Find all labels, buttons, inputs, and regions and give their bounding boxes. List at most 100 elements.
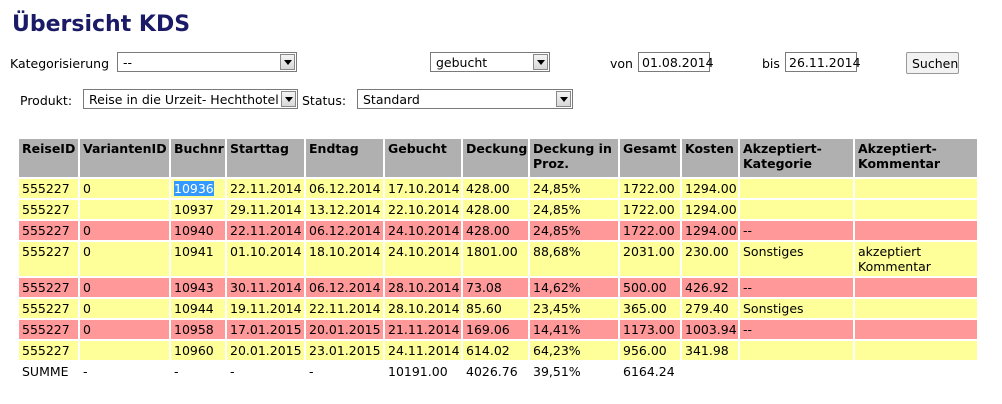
table-cell: akzeptiert Kommentar [853, 240, 979, 278]
column-header: ReiseID [17, 137, 80, 179]
table-cell: -- [738, 219, 855, 242]
table-cell: 0 [78, 318, 171, 341]
search-button[interactable]: Suchen [906, 52, 959, 74]
table-cell: 10958 [169, 318, 227, 341]
table-cell: 1294.00 [680, 219, 740, 242]
total-cell: SUMME [17, 360, 80, 383]
table-cell: 22.11.2014 [225, 219, 306, 242]
column-header: Starttag [225, 137, 306, 179]
table-cell: 10941 [169, 240, 227, 278]
table-cell: 13.12.2014 [304, 198, 385, 221]
column-header: Gesamt [618, 137, 682, 179]
label: Status: [302, 93, 347, 108]
table-cell: 01.10.2014 [225, 240, 306, 278]
selected-text: 10936 [174, 181, 214, 196]
table-cell [853, 219, 979, 242]
table-cell: 1294.00 [680, 198, 740, 221]
table-cell: 20.01.2015 [304, 318, 385, 341]
total-cell [680, 360, 740, 383]
table-cell: 30.11.2014 [225, 276, 306, 299]
table-cell: 23.01.2015 [304, 339, 385, 362]
table-row: 555227 0 10940 22.11.2014 06.12.2014 24.10.20… [17, 219, 979, 242]
table-cell: 0 [78, 219, 171, 242]
total-cell: - [169, 360, 227, 383]
table-cell: 28.10.2014 [383, 297, 463, 320]
table-row: 555227 0 10941 01.10.2014 18.10.2014 24.10.20… [17, 240, 979, 278]
table-cell: 0 [78, 240, 171, 278]
dropdown-value: Standard [363, 92, 420, 107]
table-cell: 22.10.2014 [383, 198, 463, 221]
table-cell: 0 [78, 297, 171, 320]
table-cell: 1801.00 [461, 240, 530, 278]
table-cell: 24,85% [528, 177, 620, 200]
table-cell [853, 198, 979, 221]
table-cell: 10960 [169, 339, 227, 362]
table-cell: 10940 [169, 219, 227, 242]
table-cell [853, 177, 979, 200]
table-cell: 169.06 [461, 318, 530, 341]
table-cell: Sonstiges [738, 240, 855, 278]
table-cell: 06.12.2014 [304, 219, 385, 242]
total-cell: - [225, 360, 306, 383]
table-cell: 28.10.2014 [383, 276, 463, 299]
total-cell: 39,51% [528, 360, 620, 383]
header-row: ReiseID VariantenID Buchnr Starttag Endtag Ge… [17, 137, 979, 179]
results-table: ReiseID VariantenID Buchnr Starttag Endtag Ge… [17, 137, 979, 383]
label: bis [762, 56, 780, 71]
table-cell: 0 [78, 177, 171, 200]
table-cell: 10943 [169, 276, 227, 299]
column-header: Gebucht [383, 137, 463, 179]
table-row: 555227 0 10936 22.11.2014 06.12.2014 17.10.20… [17, 177, 979, 200]
table-cell: 956.00 [618, 339, 682, 362]
table-cell [78, 339, 171, 362]
date-input[interactable]: 26.11.2014 [785, 52, 861, 72]
dropdown[interactable]: -- [117, 52, 297, 72]
table-cell: 29.11.2014 [225, 198, 306, 221]
table-cell: 14,62% [528, 276, 620, 299]
table-cell [738, 198, 855, 221]
table-cell [738, 339, 855, 362]
table-cell [738, 177, 855, 200]
date-input[interactable]: 01.08.2014 [638, 52, 714, 72]
label: von [610, 56, 633, 71]
table-cell: 1173.00 [618, 318, 682, 341]
table-cell: 10936 [169, 177, 227, 200]
table-cell: 22.11.2014 [225, 177, 306, 200]
table-row: 555227 0 10944 19.11.2014 22.11.2014 28.10.20… [17, 297, 979, 320]
table-cell: 555227 [17, 276, 80, 299]
dropdown-value: Reise in die Urzeit- Hechthotel [89, 92, 279, 107]
table-cell: 365.00 [618, 297, 682, 320]
label: Kategorisierung [10, 56, 110, 71]
dropdown-arrow [556, 91, 571, 107]
total-cell: - [304, 360, 385, 383]
dropdown[interactable]: gebucht [430, 52, 550, 72]
total-cell [853, 360, 979, 383]
column-header: Deckung [461, 137, 530, 179]
dropdown[interactable]: Standard [357, 89, 573, 109]
table-cell: 614.02 [461, 339, 530, 362]
table-cell [78, 198, 171, 221]
table-cell [853, 318, 979, 341]
table-cell: 1722.00 [618, 198, 682, 221]
table-cell [853, 276, 979, 299]
dropdown-arrow [533, 54, 548, 70]
table-cell: 341.98 [680, 339, 740, 362]
table-cell: 06.12.2014 [304, 177, 385, 200]
column-header: Deckung in Proz. [528, 137, 620, 179]
table-row: 555227 0 10958 17.01.2015 20.01.2015 21.11.20… [17, 318, 979, 341]
table-cell: 0 [78, 276, 171, 299]
table-cell: 555227 [17, 240, 80, 278]
table-cell: 64,23% [528, 339, 620, 362]
label: Produkt: [20, 93, 73, 108]
table-cell: 426.92 [680, 276, 740, 299]
table-cell: 230.00 [680, 240, 740, 278]
dropdown[interactable]: Reise in die Urzeit- Hechthotel [83, 89, 298, 109]
total-cell [738, 360, 855, 383]
dropdown-arrow [281, 91, 296, 107]
table-cell: 17.01.2015 [225, 318, 306, 341]
table-cell: 555227 [17, 297, 80, 320]
total-row: SUMME - - - -10191.00 4026.76 39,51% 6164.24 [17, 360, 979, 383]
table-cell: 500.00 [618, 276, 682, 299]
table-cell: 73.08 [461, 276, 530, 299]
